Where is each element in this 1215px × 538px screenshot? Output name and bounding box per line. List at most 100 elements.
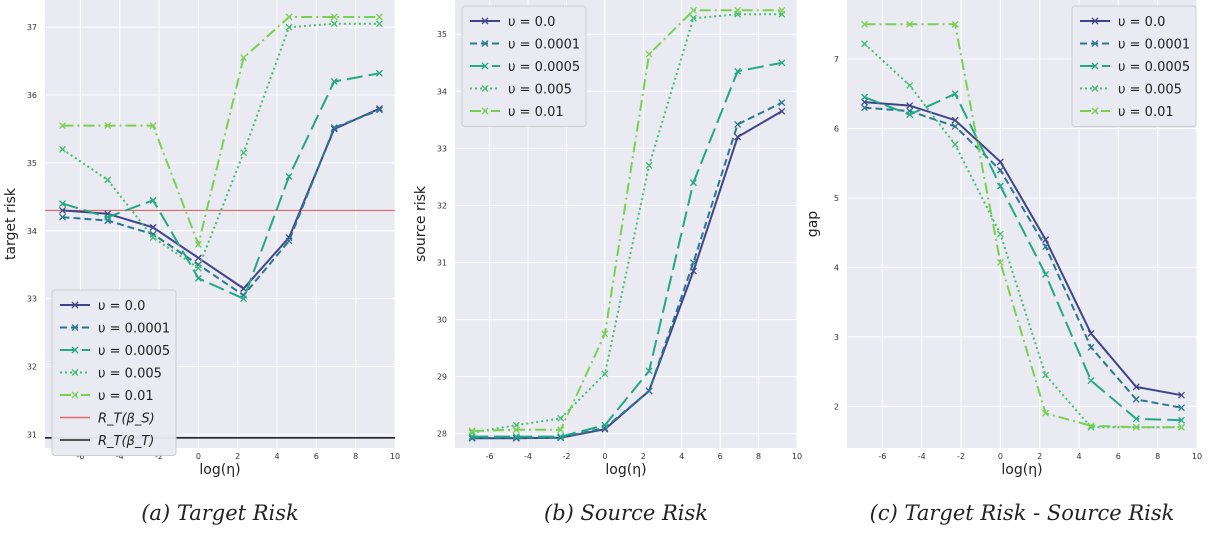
legend (1071, 5, 1197, 127)
data-point (906, 81, 914, 89)
y-tick-label: 34 (27, 227, 37, 236)
data-point (1087, 343, 1095, 351)
y-tick-label: 32 (27, 363, 37, 372)
legend (461, 5, 587, 127)
data-point (59, 145, 66, 153)
data-point (557, 433, 565, 441)
data-point (778, 6, 786, 14)
legend-marker (1091, 62, 1099, 70)
x-tick-label: -4 (918, 452, 926, 461)
x-tick-label: 6 (314, 452, 319, 461)
data-point (104, 122, 112, 130)
legend (51, 289, 177, 456)
series-line (62, 16, 380, 248)
legend-label: R_T(β_S) (98, 412, 155, 427)
x-tick-label: -4 (524, 452, 532, 461)
series-line (472, 61, 782, 438)
data-point (996, 259, 1004, 267)
y-axis-label: target risk (3, 187, 19, 260)
data-point (601, 370, 609, 378)
x-tick-label: 4 (1076, 452, 1081, 461)
series-line (472, 9, 782, 432)
x-tick-label: 0 (998, 452, 1003, 461)
legend-label: υ = 0.0 (98, 299, 145, 314)
data-point (285, 23, 293, 31)
series-line (864, 92, 1182, 422)
series-line (62, 109, 380, 297)
data-point (330, 77, 338, 85)
legend-label: υ = 0.0001 (98, 322, 170, 337)
data-point (330, 20, 338, 28)
data-point (149, 234, 157, 242)
data-point (512, 433, 520, 441)
series-line (62, 72, 380, 301)
data-point (240, 149, 248, 157)
data-point (285, 173, 293, 180)
data-point (996, 182, 1004, 190)
data-point (951, 141, 959, 148)
data-point (689, 14, 697, 22)
y-tick-label: 34 (437, 87, 447, 96)
data-point (1132, 415, 1140, 423)
data-point (194, 264, 202, 272)
legend-marker (71, 391, 79, 399)
data-point (689, 179, 697, 187)
y-tick-label: 36 (27, 91, 37, 100)
legend-label: υ = 0.0001 (1118, 38, 1190, 53)
legend-marker (481, 107, 489, 115)
legend-marker (481, 40, 489, 47)
series-line (62, 107, 380, 290)
legend-marker (1091, 17, 1099, 25)
y-axis-label: source risk (413, 185, 429, 262)
data-point (601, 421, 609, 429)
y-tick-label: 3 (834, 333, 839, 342)
data-point (996, 230, 1004, 238)
legend-label: υ = 0.0001 (508, 38, 580, 53)
data-point (194, 254, 202, 262)
data-point (1042, 236, 1050, 244)
y-tick-label: 30 (437, 316, 447, 325)
x-tick-label: 2 (641, 452, 646, 461)
data-point (951, 90, 959, 98)
data-point (1042, 409, 1050, 417)
x-tick-label: -6 (76, 452, 84, 461)
x-tick-label: 10 (792, 452, 802, 461)
data-point (330, 124, 338, 132)
legend-marker (71, 346, 79, 354)
y-tick-label: 33 (437, 144, 447, 153)
legend-label: υ = 0.005 (1118, 83, 1182, 98)
data-point (330, 13, 338, 21)
series-line (471, 13, 782, 434)
data-point (1178, 391, 1185, 399)
data-point (376, 69, 383, 77)
x-tick-label: -4 (116, 452, 124, 461)
legend-label: υ = 0.01 (508, 105, 564, 120)
data-point (689, 6, 697, 14)
legend-label: R_T(β_T) (98, 434, 154, 449)
data-point (1178, 423, 1185, 431)
y-tick-label: 31 (437, 259, 447, 268)
y-tick-label: 28 (437, 430, 447, 439)
data-point (1042, 371, 1050, 379)
data-point (861, 93, 868, 101)
x-axis-label: log(η) (605, 462, 646, 478)
series-line (864, 23, 1182, 429)
x-tick-label: -2 (957, 452, 965, 461)
data-point (59, 213, 66, 221)
y-tick-label: 35 (437, 30, 447, 39)
data-point (645, 367, 653, 375)
data-point (645, 387, 653, 395)
series-line (864, 106, 1182, 409)
legend-label: υ = 0.005 (98, 367, 162, 382)
data-point (194, 274, 202, 282)
data-point (1132, 383, 1140, 391)
legend-marker (71, 324, 79, 331)
data-point (645, 162, 653, 169)
legend-label: υ = 0.0005 (508, 60, 580, 75)
data-point (104, 176, 112, 184)
y-tick-label: 5 (834, 194, 839, 203)
x-tick-label: 2 (1037, 452, 1042, 461)
data-point (240, 54, 248, 62)
data-point (689, 259, 697, 266)
x-tick-label: -2 (562, 452, 570, 461)
